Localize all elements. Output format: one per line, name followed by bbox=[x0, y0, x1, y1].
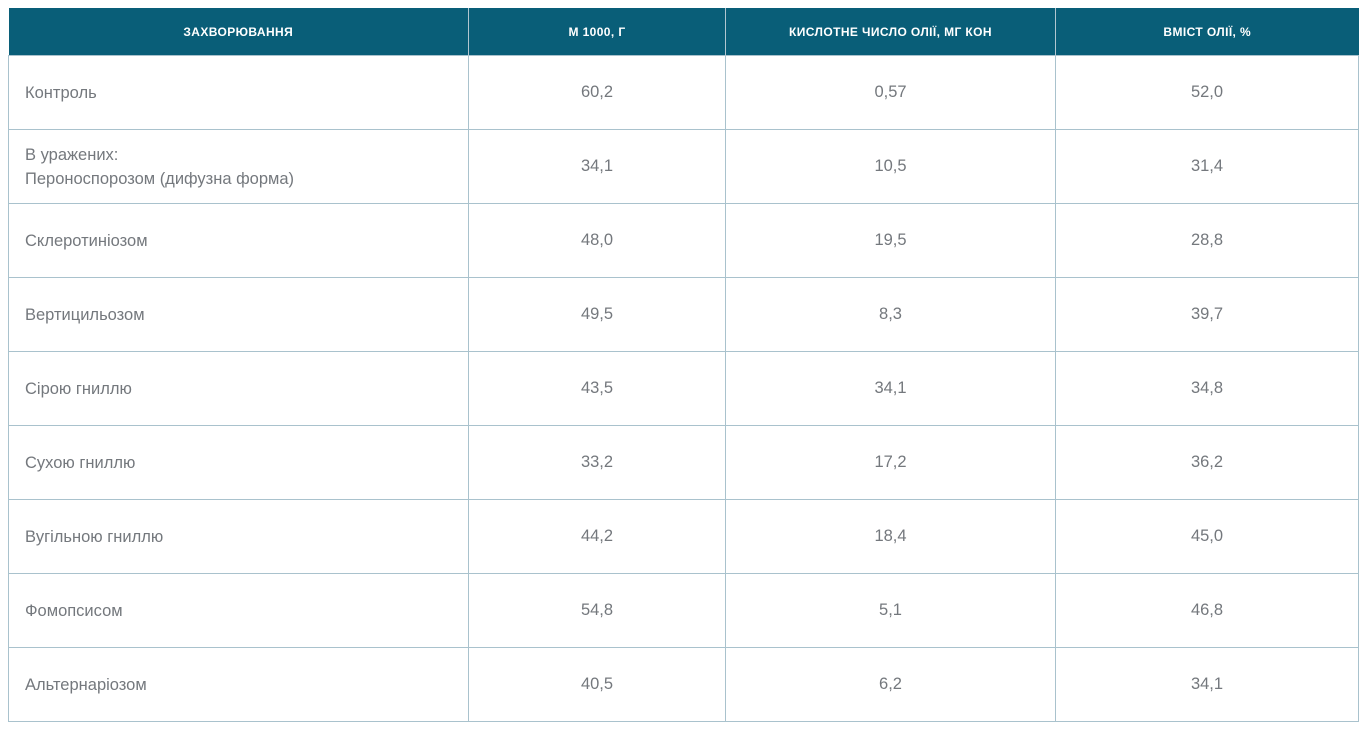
disease-cell: Сухою гниллю bbox=[8, 425, 469, 500]
disease-cell: Контроль bbox=[8, 55, 469, 130]
disease-cell: Альтернаріозом bbox=[8, 647, 469, 722]
oil-content-cell: 52,0 bbox=[1055, 55, 1359, 130]
m1000-cell: 43,5 bbox=[468, 351, 726, 426]
m1000-cell: 49,5 bbox=[468, 277, 726, 352]
acid-number-cell: 10,5 bbox=[725, 129, 1056, 204]
table-row: Вертицильозом 49,5 8,3 39,7 bbox=[8, 277, 1359, 352]
acid-number-cell: 8,3 bbox=[725, 277, 1056, 352]
oil-content-cell: 39,7 bbox=[1055, 277, 1359, 352]
table-row: Вугільною гниллю 44,2 18,4 45,0 bbox=[8, 499, 1359, 574]
column-header-disease: ЗАХВОРЮВАННЯ bbox=[8, 8, 469, 56]
column-header-oil-content: ВМІСТ ОЛІЇ, % bbox=[1055, 8, 1359, 56]
disease-oil-data-table: ЗАХВОРЮВАННЯ М 1000, Г КИСЛОТНЕ ЧИСЛО ОЛ… bbox=[8, 8, 1359, 722]
table-row: В уражених: Пероноспорозом (дифузна форм… bbox=[8, 129, 1359, 204]
disease-cell: В уражених: Пероноспорозом (дифузна форм… bbox=[8, 129, 469, 204]
m1000-cell: 54,8 bbox=[468, 573, 726, 648]
table-row: Фомопсисом 54,8 5,1 46,8 bbox=[8, 573, 1359, 648]
m1000-cell: 33,2 bbox=[468, 425, 726, 500]
table-row: Склеротиніозом 48,0 19,5 28,8 bbox=[8, 203, 1359, 278]
m1000-cell: 44,2 bbox=[468, 499, 726, 574]
m1000-cell: 48,0 bbox=[468, 203, 726, 278]
oil-content-cell: 34,8 bbox=[1055, 351, 1359, 426]
acid-number-cell: 19,5 bbox=[725, 203, 1056, 278]
disease-cell: Фомопсисом bbox=[8, 573, 469, 648]
header-row: ЗАХВОРЮВАННЯ М 1000, Г КИСЛОТНЕ ЧИСЛО ОЛ… bbox=[8, 8, 1359, 56]
m1000-cell: 60,2 bbox=[468, 55, 726, 130]
m1000-cell: 34,1 bbox=[468, 129, 726, 204]
acid-number-cell: 6,2 bbox=[725, 647, 1056, 722]
table-row: Альтернаріозом 40,5 6,2 34,1 bbox=[8, 647, 1359, 722]
table-row: Контроль 60,2 0,57 52,0 bbox=[8, 55, 1359, 130]
table-body: Контроль 60,2 0,57 52,0 В уражених: Перо… bbox=[8, 55, 1359, 722]
disease-cell: Сірою гниллю bbox=[8, 351, 469, 426]
acid-number-cell: 34,1 bbox=[725, 351, 1056, 426]
disease-cell: Вертицильозом bbox=[8, 277, 469, 352]
table-row: Сухою гниллю 33,2 17,2 36,2 bbox=[8, 425, 1359, 500]
oil-content-cell: 36,2 bbox=[1055, 425, 1359, 500]
table-header: ЗАХВОРЮВАННЯ М 1000, Г КИСЛОТНЕ ЧИСЛО ОЛ… bbox=[8, 8, 1359, 56]
disease-cell: Склеротиніозом bbox=[8, 203, 469, 278]
acid-number-cell: 17,2 bbox=[725, 425, 1056, 500]
oil-content-cell: 28,8 bbox=[1055, 203, 1359, 278]
table-row: Сірою гниллю 43,5 34,1 34,8 bbox=[8, 351, 1359, 426]
oil-content-cell: 31,4 bbox=[1055, 129, 1359, 204]
oil-content-cell: 45,0 bbox=[1055, 499, 1359, 574]
m1000-cell: 40,5 bbox=[468, 647, 726, 722]
column-header-m1000: М 1000, Г bbox=[468, 8, 726, 56]
acid-number-cell: 5,1 bbox=[725, 573, 1056, 648]
acid-number-cell: 18,4 bbox=[725, 499, 1056, 574]
oil-content-cell: 46,8 bbox=[1055, 573, 1359, 648]
oil-content-cell: 34,1 bbox=[1055, 647, 1359, 722]
disease-cell: Вугільною гниллю bbox=[8, 499, 469, 574]
column-header-acid-number: КИСЛОТНЕ ЧИСЛО ОЛІЇ, МГ КОН bbox=[725, 8, 1056, 56]
acid-number-cell: 0,57 bbox=[725, 55, 1056, 130]
